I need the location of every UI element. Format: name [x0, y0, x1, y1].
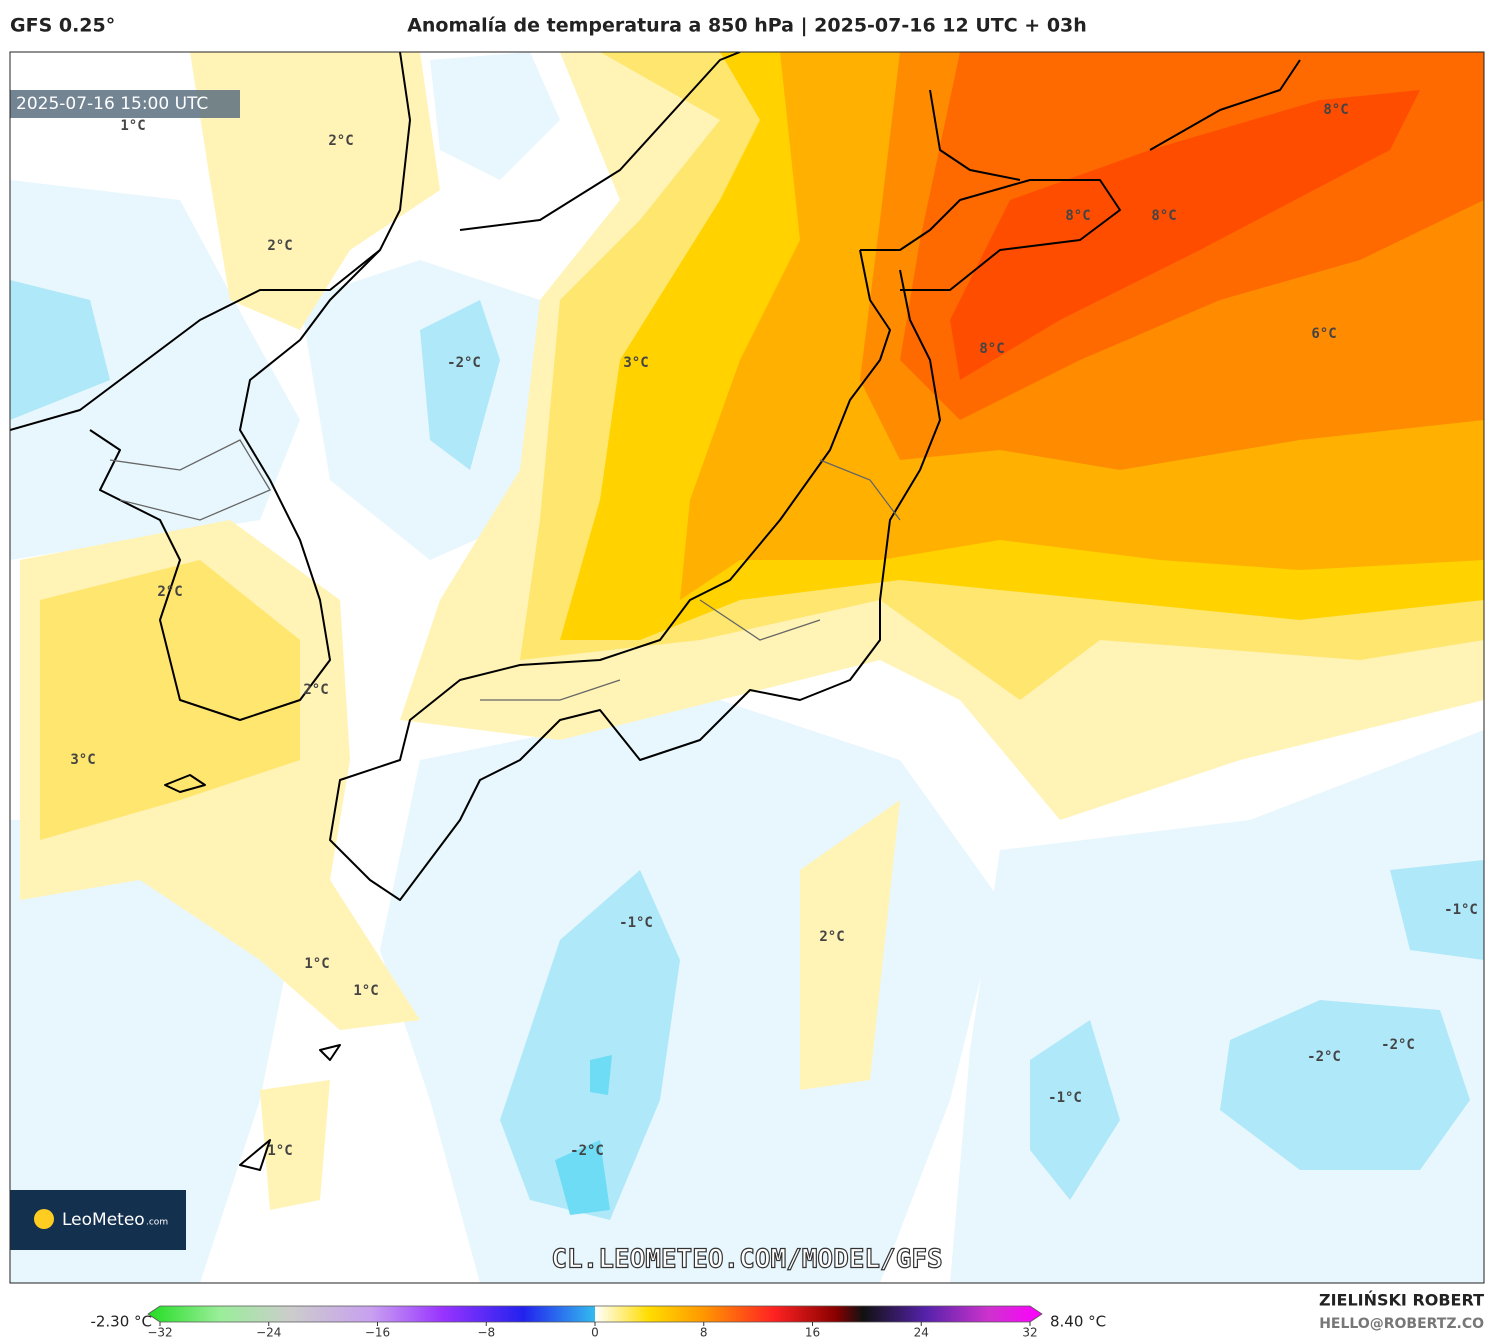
- contour-label: -1°C: [1444, 902, 1478, 918]
- author: ZIELIŃSKI ROBERT: [1319, 1291, 1484, 1310]
- contour-label: 2°C: [267, 238, 292, 254]
- contour-label: -2°C: [1381, 1037, 1415, 1053]
- contour-label: 8°C: [1151, 208, 1176, 224]
- contour-label: 2°C: [157, 584, 182, 600]
- contour-label: 1°C: [120, 118, 145, 134]
- contour-label: 8°C: [1323, 102, 1348, 118]
- contour-label: 1°C: [267, 1143, 292, 1159]
- contour-label: 6°C: [1311, 326, 1336, 342]
- contour-label: 2°C: [303, 682, 328, 698]
- logo: LeoMeteo: [62, 1210, 145, 1230]
- contour-label: 8°C: [979, 341, 1004, 357]
- contour-label: 3°C: [70, 752, 95, 768]
- contour-label: -2°C: [1307, 1049, 1341, 1065]
- colorbar-tick-label: −8: [477, 1326, 495, 1340]
- colorbar-tick-label: −32: [147, 1326, 172, 1340]
- map: 2025-07-16 15:00 UTC 1°C 2°C 2°C -2°C 3°C 8°C…: [10, 52, 1484, 1283]
- contact: HELLO@ROBERTZ.CO: [1319, 1316, 1484, 1332]
- colorbar-tick-label: 24: [914, 1326, 929, 1340]
- colorbar-tick-label: 8: [700, 1326, 708, 1340]
- logo-suffix: .com: [146, 1218, 168, 1228]
- contour-label: -2°C: [570, 1143, 604, 1159]
- contour-label: 1°C: [304, 956, 329, 972]
- contour-label: -1°C: [619, 915, 653, 931]
- map-title: Anomalía de temperatura a 850 hPa | 2025…: [407, 15, 1087, 37]
- contour-label: -2°C: [447, 355, 481, 371]
- colorbar-tick-label: 32: [1022, 1326, 1037, 1340]
- colorbar: -2.30 °C 8.40 °C −32 −24 −16 −8 0 8 16 24 32: [90, 1305, 1106, 1340]
- contour-labels: 1°C 2°C 2°C -2°C 3°C 8°C 8°C 8°C 8°C 6°C 2°C 2°C 3°C…: [70, 102, 1478, 1159]
- contour-label: 2°C: [819, 929, 844, 945]
- colorbar-max: 8.40 °C: [1050, 1313, 1106, 1331]
- contour-label: 3°C: [623, 355, 648, 371]
- colorbar-tick-label: −24: [256, 1326, 281, 1340]
- contour-label: 1°C: [353, 983, 378, 999]
- model-label: GFS 0.25°: [10, 15, 115, 37]
- colorbar-tick-label: −16: [365, 1326, 390, 1340]
- timestamp: 2025-07-16 15:00 UTC: [16, 94, 208, 114]
- colorbar-tick-label: 0: [591, 1326, 599, 1340]
- contour-label: 2°C: [328, 133, 353, 149]
- colorbar-tick-label: 16: [805, 1326, 820, 1340]
- watermark: CL.LEOMETEO.COM/MODEL/GFS: [551, 1245, 942, 1275]
- contour-label: 8°C: [1065, 208, 1090, 224]
- colorbar-min: -2.30 °C: [90, 1313, 152, 1331]
- contour-label: -1°C: [1048, 1090, 1082, 1106]
